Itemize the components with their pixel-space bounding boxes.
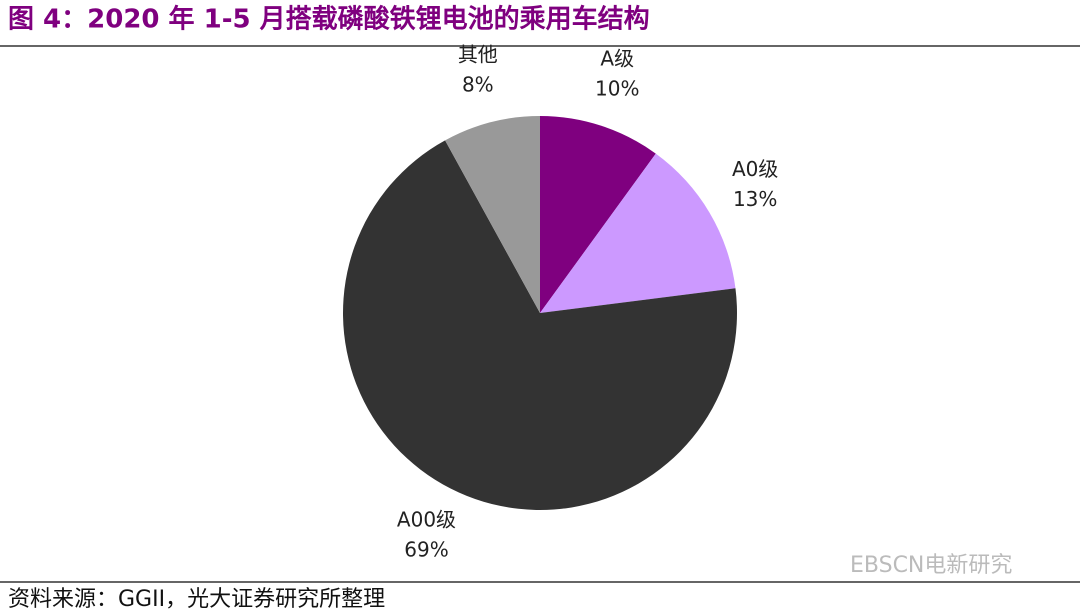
watermark: EBSCN电新研究 [850,553,1012,578]
pie [342,116,737,510]
slice-value-label: 69% [404,537,448,561]
slice-label: A0级 [732,157,778,181]
slice-value-label: 13% [733,187,777,211]
pie-slice [342,140,737,510]
source-note: 资料来源：GGII，光大证券研究所整理 [8,587,385,612]
pie-slice [540,116,656,313]
chart-title: 图 4：2020 年 1-5 月搭载磷酸铁锂电池的乘用车结构 [8,4,650,35]
slice-label: A级 [600,47,634,71]
slice-label: A00级 [397,507,456,531]
pie-slice [445,116,540,313]
slice-value-label: 8% [462,72,494,96]
pie-slice [540,153,736,313]
slice-label: 其他 [458,42,498,66]
slice-value-label: 10% [595,77,639,101]
